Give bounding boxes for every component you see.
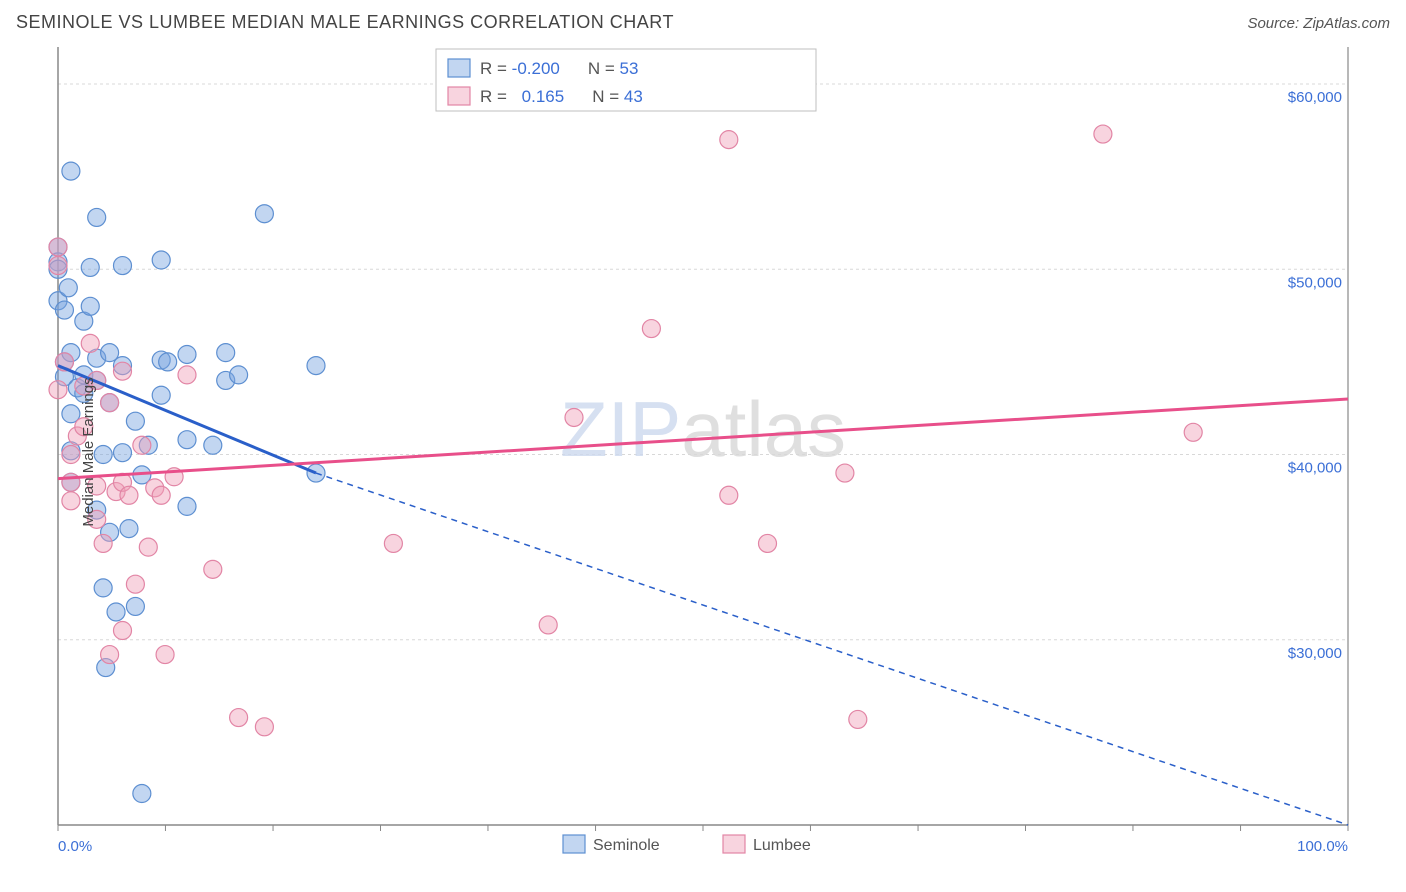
chart-area: Median Male Earnings $30,000 $40,000 $50,0… bbox=[8, 37, 1398, 867]
svg-text:$40,000: $40,000 bbox=[1288, 460, 1342, 477]
svg-text:Seminole: Seminole bbox=[593, 837, 660, 854]
y-axis-label: Median Male Earnings bbox=[80, 377, 97, 526]
chart-source: Source: ZipAtlas.com bbox=[1247, 15, 1390, 32]
svg-text:$30,000: $30,000 bbox=[1288, 645, 1342, 662]
svg-text:R = 0.165N = 43: R = 0.165N = 43 bbox=[480, 87, 643, 106]
chart-title: SEMINOLE VS LUMBEE MEDIAN MALE EARNINGS … bbox=[16, 12, 674, 33]
svg-text:0.0%: 0.0% bbox=[58, 838, 92, 855]
chart-header: SEMINOLE VS LUMBEE MEDIAN MALE EARNINGS … bbox=[8, 8, 1398, 37]
svg-text:$50,000: $50,000 bbox=[1288, 274, 1342, 291]
svg-text:ZIPatlas: ZIPatlas bbox=[560, 385, 846, 473]
svg-text:100.0%: 100.0% bbox=[1297, 838, 1348, 855]
svg-text:Lumbee: Lumbee bbox=[753, 837, 811, 854]
svg-text:$60,000: $60,000 bbox=[1288, 89, 1342, 106]
scatter-chart: $30,000 $40,000 $50,000 $60,000 0.0% 100.0% ZI… bbox=[8, 37, 1398, 867]
svg-text:R = -0.200N = 53: R = -0.200N = 53 bbox=[480, 59, 638, 78]
